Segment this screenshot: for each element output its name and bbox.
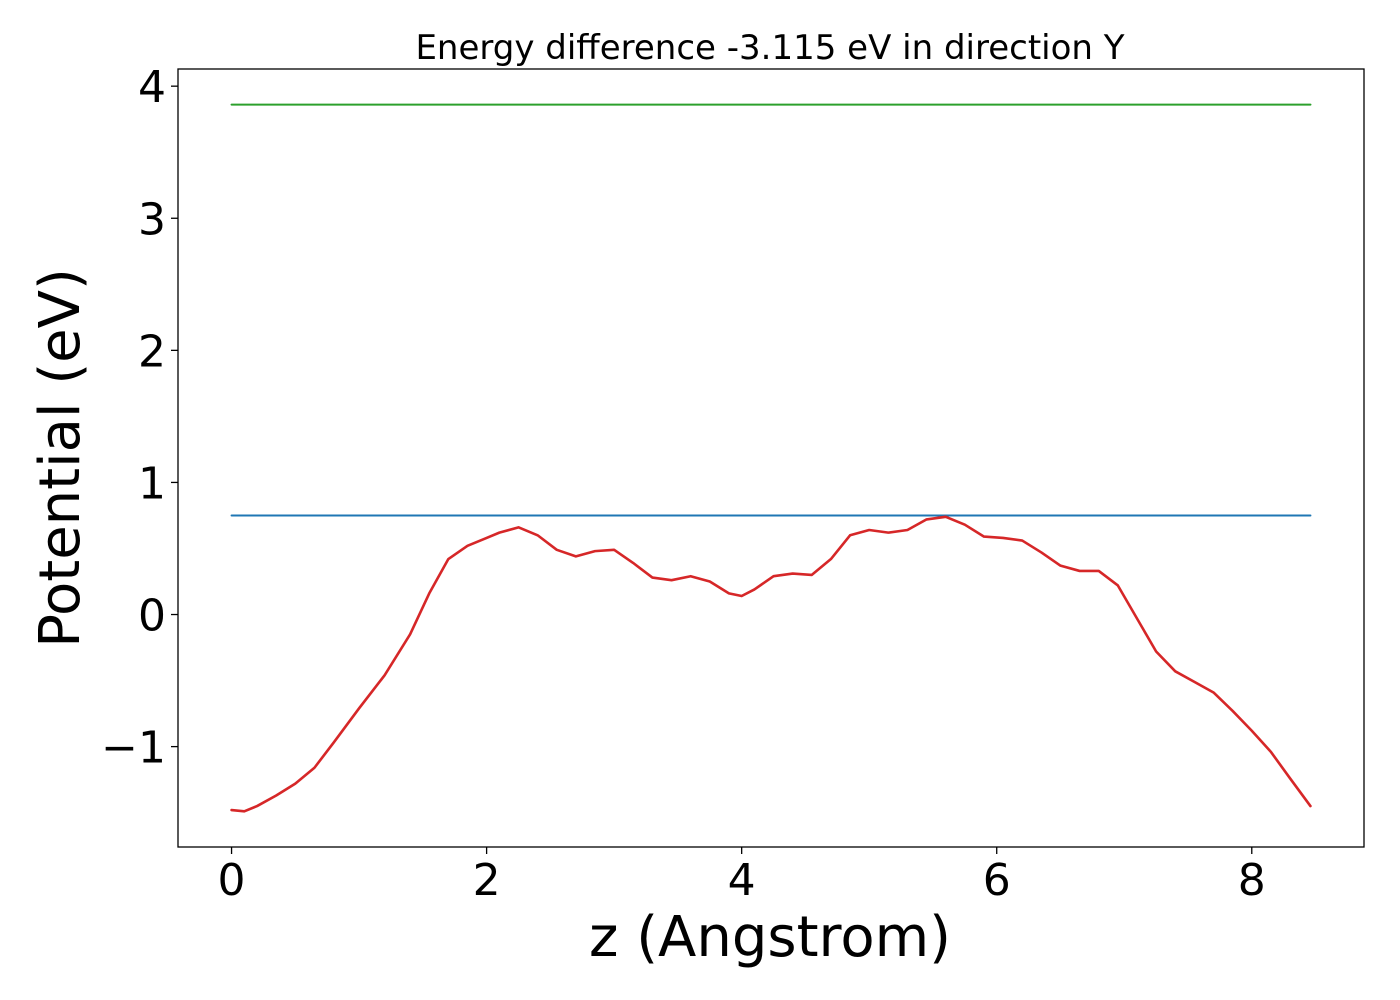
- y-tick-label: 4: [138, 62, 166, 113]
- x-tick-label: 6: [983, 855, 1011, 906]
- x-tick-label: 2: [473, 855, 501, 906]
- plot-frame: [177, 68, 1365, 848]
- red-potential-curve: [230, 515, 1312, 813]
- y-tick-label: 2: [138, 326, 166, 377]
- chart-title: Energy difference -3.115 eV in direction…: [415, 28, 1124, 68]
- x-tick-label: 8: [1238, 855, 1266, 906]
- tick-layer: 0 2 4 6 8 −1 0 1 2 3 4: [101, 62, 1266, 906]
- y-tick-label: 3: [138, 194, 166, 245]
- y-axis-label: Potential (eV): [28, 268, 93, 648]
- series-layer: [230, 103, 1312, 813]
- x-tick-label: 4: [728, 855, 756, 906]
- y-tick-label: 0: [138, 591, 166, 642]
- x-tick-label: 0: [218, 855, 246, 906]
- y-tick-label: −1: [101, 723, 166, 774]
- y-tick-label: 1: [138, 458, 166, 509]
- x-axis-label: z (Angstrom): [589, 905, 951, 970]
